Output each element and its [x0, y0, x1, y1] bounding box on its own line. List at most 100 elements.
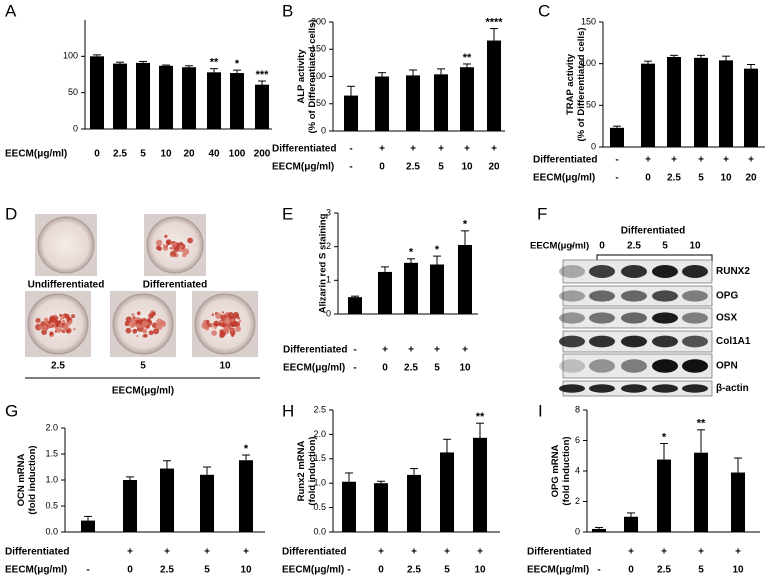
row-value: + — [243, 547, 249, 558]
stain-spot — [162, 245, 169, 251]
blot-band — [589, 312, 615, 324]
y-axis-label: (fold induction) — [307, 436, 318, 505]
stain-spot — [62, 324, 69, 331]
row-value: + — [382, 345, 388, 356]
row-label: Differentiated — [283, 345, 347, 356]
stain-spot — [169, 247, 173, 250]
significance: * — [235, 58, 240, 70]
y-tick-label: 100 — [581, 58, 596, 68]
y-axis-label: ALP activity — [296, 49, 307, 104]
row-value: 10 — [240, 565, 252, 576]
row-value: 20 — [745, 173, 757, 184]
stain-spot — [49, 318, 54, 323]
blot-band — [589, 265, 615, 278]
significance: * — [662, 431, 667, 443]
bar — [239, 460, 253, 532]
protein-label: β-actin — [716, 383, 749, 394]
group-label: EECM(μg/ml) — [112, 386, 174, 397]
bar — [719, 60, 733, 148]
stain-spot — [136, 335, 139, 338]
stain-spot — [235, 326, 241, 332]
stain-spot — [169, 250, 177, 258]
y-tick-label: 1.5 — [313, 453, 326, 463]
blot-band — [621, 384, 647, 393]
row-label: EECM(μg/ml) — [5, 565, 67, 576]
row-label: Differentiated — [5, 547, 69, 558]
y-tick-label: 2.0 — [313, 429, 326, 439]
stain-spot — [131, 313, 135, 317]
stain-spot — [232, 311, 239, 318]
stain-spot — [73, 327, 76, 331]
row-value: 5 — [434, 363, 440, 374]
stain-spot — [151, 311, 156, 316]
panel-letter: G — [5, 401, 18, 420]
row-label: EECM(μg/ml) — [272, 162, 334, 173]
row-value: 100 — [229, 149, 246, 160]
lane-label: 0 — [599, 241, 605, 252]
row-value: - — [353, 363, 356, 374]
y-tick-label: 50 — [316, 98, 326, 108]
blot-band — [652, 384, 678, 393]
row-value: 2.5 — [406, 162, 420, 173]
y-tick-label: 0 — [591, 141, 596, 151]
blot-band — [652, 265, 678, 278]
blot-band — [621, 290, 647, 302]
bar — [200, 474, 214, 532]
bar — [731, 472, 745, 532]
stain-spot — [148, 330, 154, 336]
blot-band — [559, 384, 585, 393]
row-value: 0 — [645, 173, 651, 184]
bar — [255, 84, 269, 129]
blot-band — [652, 359, 678, 373]
y-tick-label: 6 — [575, 435, 580, 445]
stain-spot — [125, 327, 132, 334]
lane-label: - — [570, 241, 573, 252]
lane-label: 5 — [662, 241, 668, 252]
stain-spot — [223, 317, 231, 325]
row-value: - — [615, 155, 618, 166]
stain-spot — [129, 318, 136, 325]
stain-spot — [211, 313, 214, 316]
y-tick-label: 150 — [311, 44, 326, 54]
bar — [744, 68, 758, 147]
blot-row-label: EECM(μg/ml) — [530, 241, 589, 252]
blot-band — [621, 312, 647, 324]
stain-spot — [136, 328, 140, 331]
image-label: Differentiated — [143, 280, 207, 291]
significance: ** — [476, 411, 485, 423]
stain-spot — [135, 323, 141, 329]
stain-spot — [227, 312, 234, 319]
row-label: EECM(μg/ml) — [527, 565, 589, 576]
bar — [610, 127, 624, 147]
panel-letter: B — [282, 1, 293, 20]
bar — [657, 459, 671, 532]
bracket — [596, 254, 713, 262]
stain-spot — [182, 248, 190, 255]
image-label: 5 — [140, 361, 146, 372]
bar — [123, 480, 137, 532]
blot-band — [559, 359, 585, 373]
y-tick-label: 0 — [575, 526, 580, 536]
panel-letter: F — [537, 204, 547, 223]
stain-spot — [172, 255, 175, 258]
blot-band — [559, 265, 585, 278]
stain-spot — [37, 320, 40, 324]
y-tick-label: 2 — [326, 241, 331, 251]
blot-band — [682, 290, 708, 302]
stain-spot — [49, 321, 56, 328]
blot-band — [652, 290, 678, 302]
y-axis-label: Alizarin red S staining — [318, 213, 329, 313]
stain-spot — [238, 319, 242, 323]
y-axis-label: OPG mRNA — [550, 444, 561, 497]
stain-spot — [52, 325, 55, 328]
stain-spot — [55, 318, 59, 322]
y-axis-label: (fold induction) — [27, 445, 38, 514]
blot-band — [589, 359, 615, 373]
bar — [230, 73, 244, 129]
stain-spot — [179, 245, 183, 249]
bar — [348, 297, 362, 314]
stain-spot — [132, 328, 138, 334]
panel-letter: A — [5, 1, 17, 20]
protein-label: RUNX2 — [716, 266, 750, 277]
stain-spot — [173, 246, 180, 253]
